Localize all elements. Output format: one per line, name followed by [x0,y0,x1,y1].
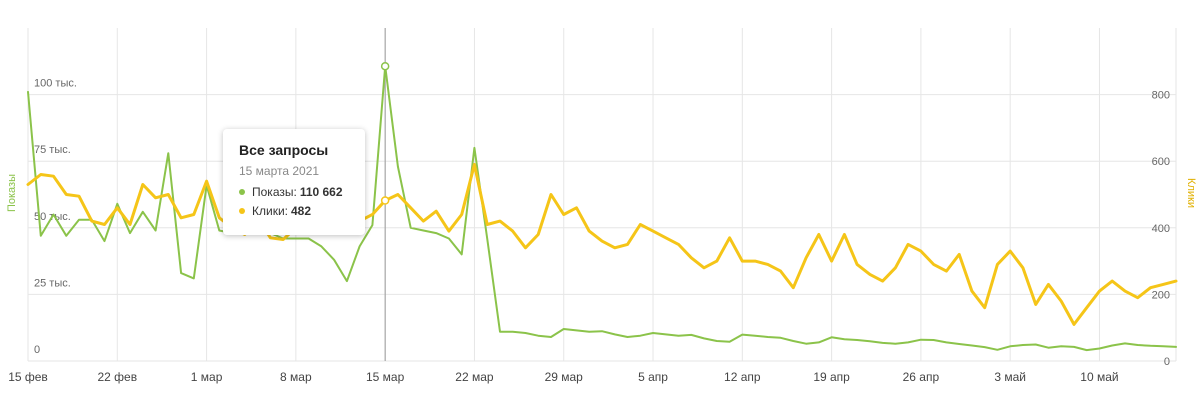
x-tick-label: 22 мар [455,370,494,384]
y-axis-right-title: Клики [1185,178,1197,208]
cursor-layer [380,61,390,205]
y-left-tick-label: 100 тыс. [34,78,77,90]
x-tick-label: 12 апр [724,370,761,384]
y-left-tick-label: 75 тыс. [34,144,71,156]
tooltip: Все запросы 15 марта 2021 Показы: 110 66… [223,129,365,235]
y-axis-left-title: Показы [6,174,18,212]
tooltip-clicks-row: Клики: 482 [239,204,349,218]
x-axis-ticks: 15 фев 22 фев 1 мар 8 мар 15 мар 22 мар 29 мар… [8,370,1118,384]
clicks-dot-icon [239,208,245,214]
y-left-tick-label: 0 [34,344,40,356]
y-right-tick-label: 800 [1152,90,1170,102]
tooltip-impressions-value: 110 662 [299,185,343,199]
y-right-tick-label: 0 [1164,356,1170,368]
x-tick-label: 10 май [1080,370,1118,384]
tooltip-impressions-row: Показы: 110 662 [239,185,349,199]
series-line-impressions [27,65,1177,352]
x-tick-label: 29 мар [545,370,584,384]
tooltip-clicks-label: Клики: [252,204,288,218]
tooltip-impressions-label: Показы: [252,185,297,199]
x-tick-label: 5 апр [638,370,668,384]
series-line-clicks [26,163,1178,326]
x-tick-label: 3 май [994,370,1026,384]
x-tick-label: 19 апр [813,370,850,384]
y-right-tick-label: 400 [1152,223,1170,235]
x-tick-label: 1 мар [191,370,223,384]
x-tick-label: 15 мар [366,370,405,384]
y-right-tick-label: 200 [1152,289,1170,301]
cursor-marker-impressions [380,61,390,71]
y-left-tick-label: 25 тыс. [34,277,71,289]
tooltip-title: Все запросы [239,142,329,158]
x-tick-label: 8 мар [280,370,312,384]
series-lines [26,28,1178,361]
x-tick-label: 15 фев [8,370,48,384]
impressions-dot-icon [239,189,245,195]
x-tick-label: 26 апр [903,370,940,384]
y-right-tick-label: 600 [1152,156,1170,168]
tooltip-date: 15 марта 2021 [239,164,320,178]
tooltip-clicks-value: 482 [290,204,312,218]
x-tick-label: 22 фев [97,370,137,384]
cursor-marker-clicks [380,196,390,205]
y-axis-right-ticks: 0 200 400 600 800 [1152,90,1170,368]
